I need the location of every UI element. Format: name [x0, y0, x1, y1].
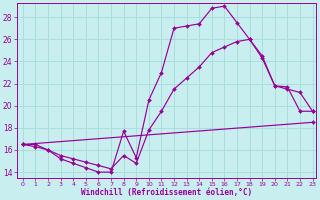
- X-axis label: Windchill (Refroidissement éolien,°C): Windchill (Refroidissement éolien,°C): [81, 188, 252, 197]
